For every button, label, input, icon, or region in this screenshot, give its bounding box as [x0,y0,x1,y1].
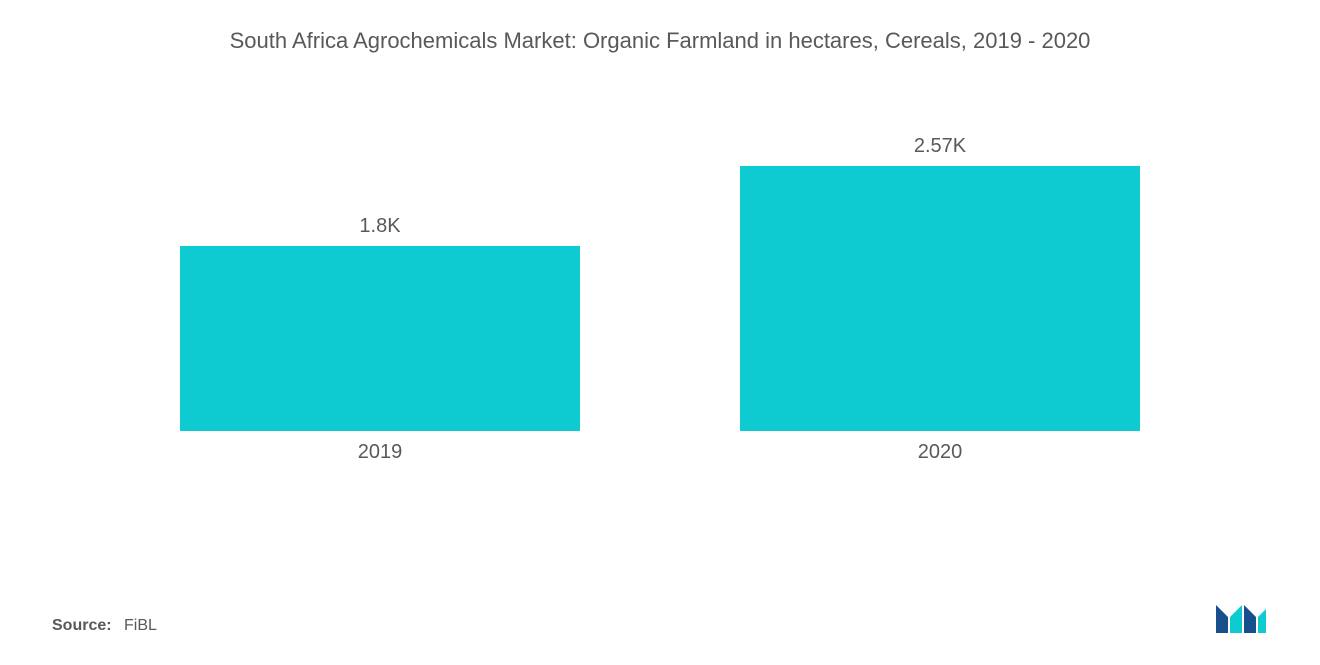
bars-container: 1.8K 2019 2.57K 2020 [0,84,1320,464]
brand-logo-icon [1214,599,1268,635]
chart-area: 1.8K 2019 2.57K 2020 [0,84,1320,524]
footer-row: Source: FiBL [52,599,1268,635]
source-label: Source: [52,617,112,634]
bar-value: 2.57K [914,135,966,158]
bar-group-2020: 2.57K 2020 [740,135,1140,464]
bar-group-2019: 1.8K 2019 [180,215,580,464]
bar-category-label: 2020 [918,441,963,464]
source-attribution: Source: FiBL [52,617,157,635]
source-value: FiBL [124,617,157,634]
bar-value: 1.8K [359,215,400,238]
bar [180,246,580,431]
bar-category-label: 2019 [358,441,403,464]
bar [740,166,1140,431]
chart-title: South Africa Agrochemicals Market: Organ… [0,0,1320,64]
